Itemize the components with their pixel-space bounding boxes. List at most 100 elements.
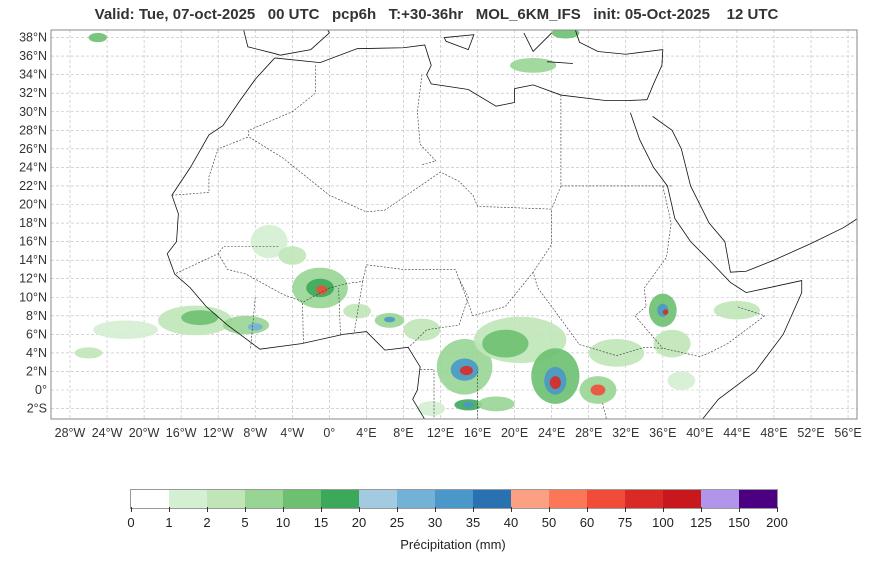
colorbar	[130, 489, 778, 509]
precipitation-map: 38°N 36°N 34°N 32°N 30°N 28°N 26°N 24°N 22°N 20°N…	[19, 29, 862, 440]
colorbar-tick	[473, 507, 474, 512]
africa-north-coast	[274, 44, 648, 107]
country-border	[354, 281, 363, 332]
lon-tick-label: 48°E	[760, 426, 787, 440]
lat-tick-label: 32°N	[19, 86, 47, 100]
colorbar-tick	[397, 507, 398, 512]
colorbar-tick-label: 35	[465, 515, 481, 530]
colorbar-swatch	[511, 490, 549, 508]
colorbar-tick	[169, 507, 170, 512]
lat-tick-label: 18°N	[19, 216, 47, 230]
lat-tick-label: 14°N	[19, 253, 47, 267]
country-border	[171, 136, 249, 196]
lon-tick-label: 52°E	[797, 426, 824, 440]
colorbar-tick-label: 10	[275, 515, 291, 530]
lon-tick-label: 40°E	[686, 426, 713, 440]
lat-tick-label: 34°N	[19, 68, 47, 82]
lon-tick-label: 12°E	[427, 426, 454, 440]
lat-tick-label: 28°N	[19, 123, 47, 137]
colorbar-tick-label: 0	[127, 515, 135, 530]
lon-tick-label: 44°E	[723, 426, 750, 440]
colorbar-swatch	[473, 490, 511, 508]
lon-tick-label: 4°E	[356, 426, 376, 440]
precip-cell	[403, 318, 441, 341]
colorbar-tick	[549, 507, 550, 512]
precip-cell	[316, 285, 328, 295]
colorbar-tick-label: 15	[313, 515, 329, 530]
lat-tick-label: 0°	[35, 383, 47, 397]
lon-tick-label: 8°E	[393, 426, 413, 440]
lat-tick-label: 20°N	[19, 198, 47, 212]
precip-cell	[459, 365, 473, 376]
precip-cell	[462, 402, 474, 408]
arabia-coast	[652, 116, 857, 273]
colorbar-tick-label: 200	[766, 515, 788, 530]
chart-title: Valid: Tue, 07-oct-2025 00 UTC pcp6h T:+…	[94, 6, 779, 23]
lat-tick-label: 30°N	[19, 105, 47, 119]
lon-tick-label: 0°	[323, 426, 335, 440]
colorbar-tick	[587, 507, 588, 512]
country-border	[174, 245, 279, 275]
colorbar-label: Précipitation (mm)	[400, 537, 506, 552]
colorbar-tick-label: 150	[728, 515, 750, 530]
country-border	[302, 301, 304, 344]
country-border	[417, 74, 437, 165]
lat-tick-label: 36°N	[19, 49, 47, 63]
colorbar-tick-label: 75	[617, 515, 633, 530]
colorbar-swatch	[663, 490, 701, 508]
colorbar-swatch	[245, 490, 283, 508]
lat-tick-label: 26°N	[19, 142, 47, 156]
colorbar-tick	[625, 507, 626, 512]
country-border	[560, 95, 673, 187]
precip-cell	[247, 323, 263, 331]
greece-coast	[523, 32, 552, 53]
lon-tick-label: 16°W	[166, 426, 197, 440]
colorbar-tick	[435, 507, 436, 512]
country-border	[250, 297, 256, 349]
precip-cell	[713, 300, 761, 320]
colorbar-tick	[777, 507, 778, 512]
africa-east-coast	[630, 112, 803, 419]
lat-tick-label: 8°N	[26, 309, 47, 323]
lon-tick-label: 24°E	[538, 426, 565, 440]
lon-tick-label: 4°W	[280, 426, 304, 440]
lat-tick-label: 10°N	[19, 290, 47, 304]
precip-cell	[588, 338, 645, 367]
africa-west-coast	[166, 57, 425, 419]
colorbar-tick	[207, 507, 208, 512]
lat-tick-label: 38°N	[19, 31, 47, 45]
lon-tick-label: 24°W	[92, 426, 123, 440]
precip-cell	[417, 401, 446, 416]
precip-cell	[549, 376, 561, 390]
country-border	[338, 287, 341, 335]
colorbar-tick	[701, 507, 702, 512]
colorbar-swatch	[321, 490, 359, 508]
colorbar-swatch	[359, 490, 397, 508]
sicily-coast	[443, 34, 475, 51]
colorbar-tick-label: 1	[165, 515, 173, 530]
colorbar-tick-label: 25	[389, 515, 405, 530]
precip-cell	[250, 224, 288, 259]
lon-tick-label: 56°E	[834, 426, 861, 440]
precip-cell	[551, 30, 580, 39]
lat-tick-label: 4°N	[26, 346, 47, 360]
colorbar-tick-label: 100	[652, 515, 674, 530]
lon-tick-label: 16°E	[464, 426, 491, 440]
precip-cell	[74, 347, 103, 359]
precip-cell	[343, 303, 372, 319]
colorbar-swatch	[435, 490, 473, 508]
lat-tick-label: 2°S	[27, 402, 47, 416]
colorbar-swatch	[131, 490, 169, 508]
colorbar-swatch	[397, 490, 435, 508]
lon-tick-label: 8°W	[243, 426, 267, 440]
colorbar-swatch	[169, 490, 207, 508]
colorbar-swatch	[283, 490, 321, 508]
country-border	[551, 185, 562, 210]
country-border	[420, 369, 435, 419]
colorbar-tick	[131, 507, 132, 512]
precip-cell	[482, 329, 529, 358]
lon-tick-label: 20°W	[129, 426, 160, 440]
precip-cell	[509, 57, 557, 73]
crete-coast	[546, 61, 573, 64]
colorbar-tick-label: 50	[541, 515, 557, 530]
